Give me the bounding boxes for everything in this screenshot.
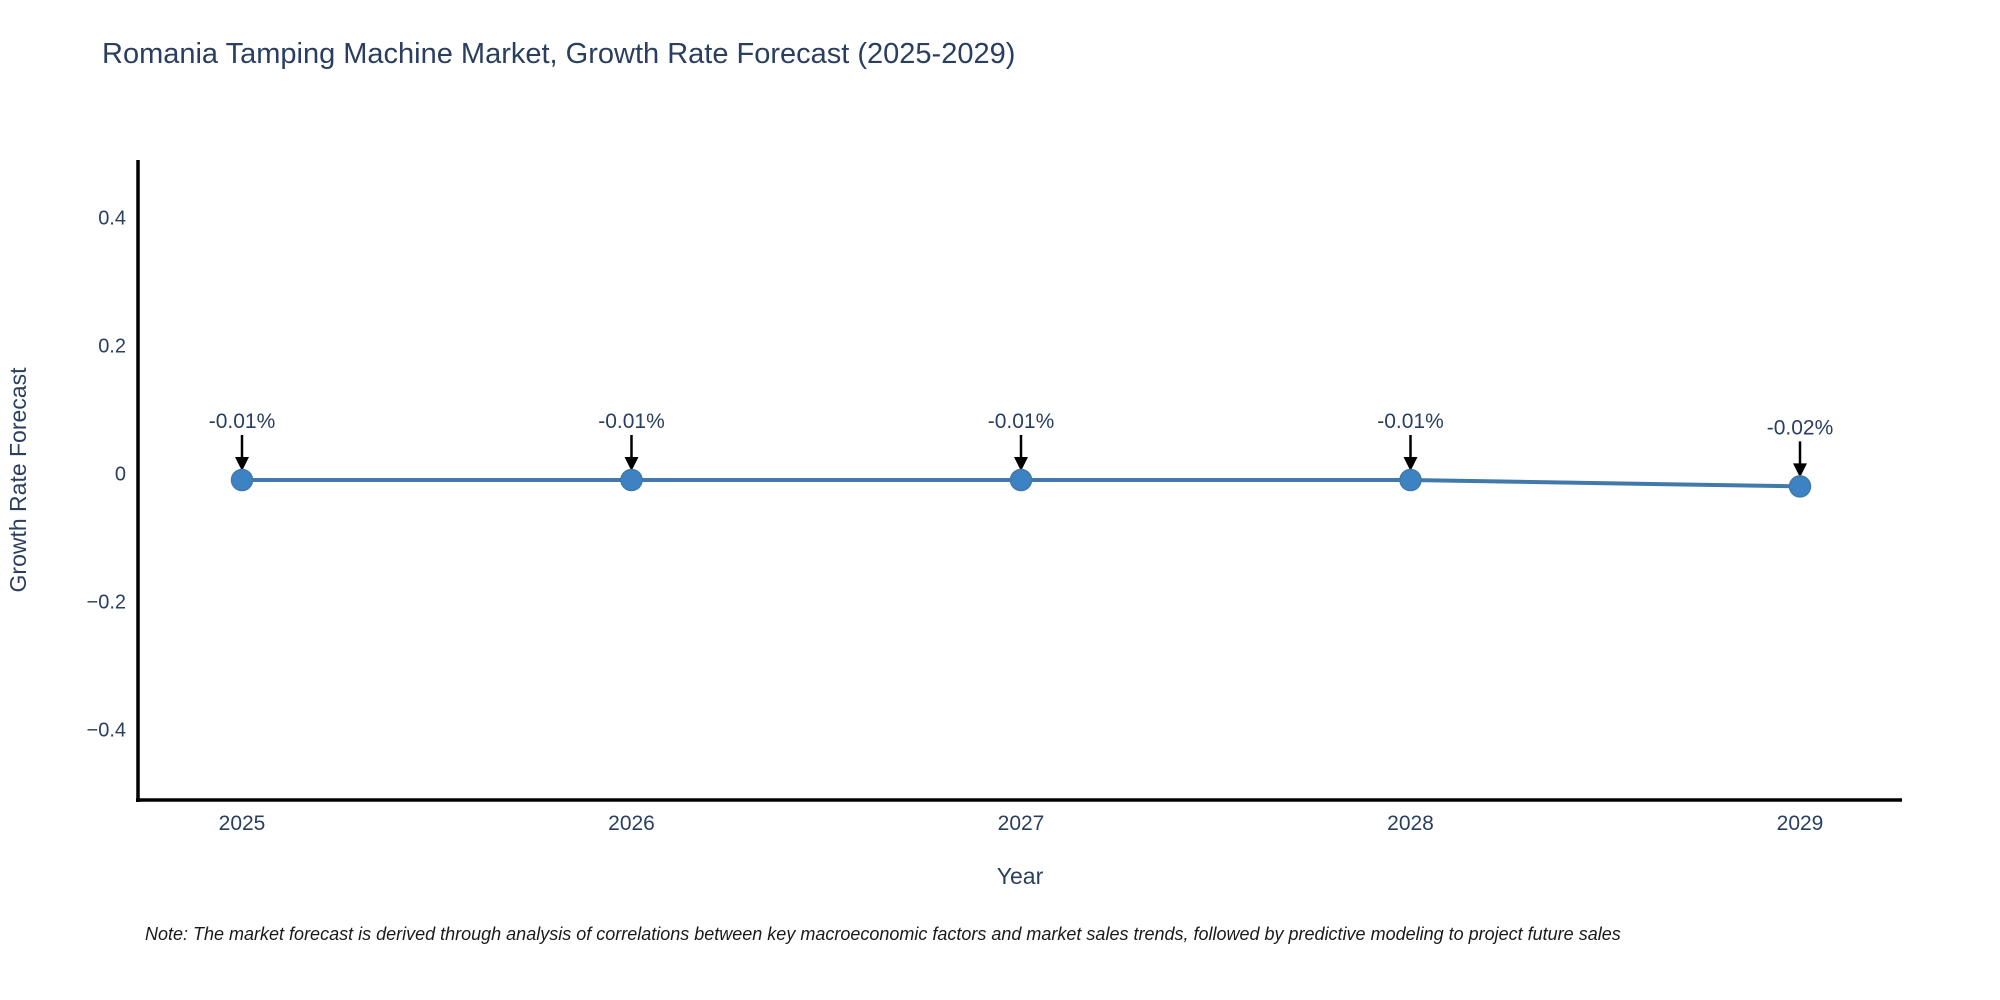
data-point-2025[interactable] [230, 468, 254, 492]
chart-title: Romania Tamping Machine Market, Growth R… [102, 38, 1016, 70]
y-tick-label: 0.4 [98, 208, 126, 230]
y-axis-title: Growth Rate Forecast [5, 367, 31, 593]
point-annotation-label: -0.01% [1377, 410, 1444, 433]
data-point-2028[interactable] [1399, 468, 1422, 492]
x-tick-label: 2027 [998, 812, 1045, 835]
point-annotation-label: -0.02% [1767, 416, 1834, 439]
y-tick-label: 0.2 [98, 336, 126, 358]
annotation-arrowhead-icon [624, 457, 639, 471]
data-point-2029[interactable] [1788, 475, 1812, 498]
y-tick-label: −0.4 [87, 720, 126, 742]
x-tick-label: 2026 [608, 812, 655, 835]
annotation-arrowhead-icon [1403, 457, 1418, 471]
data-point-2027[interactable] [1009, 468, 1033, 492]
footnote: Note: The market forecast is derived thr… [145, 924, 1621, 944]
y-tick-label: −0.2 [87, 592, 126, 614]
y-tick-label: 0 [115, 464, 126, 486]
annotation-arrowhead-icon [235, 457, 249, 471]
x-axis-title: Year [997, 863, 1044, 889]
point-annotation-label: -0.01% [988, 410, 1055, 433]
data-point-2026[interactable] [620, 468, 643, 492]
annotation-arrowhead-icon [1793, 463, 1807, 478]
point-annotation-label: -0.01% [209, 410, 276, 433]
point-annotation-label: -0.01% [598, 410, 665, 433]
x-tick-label: 2025 [219, 812, 266, 835]
x-tick-label: 2029 [1777, 812, 1824, 835]
x-tick-label: 2028 [1387, 812, 1434, 835]
annotation-arrowhead-icon [1014, 457, 1028, 471]
